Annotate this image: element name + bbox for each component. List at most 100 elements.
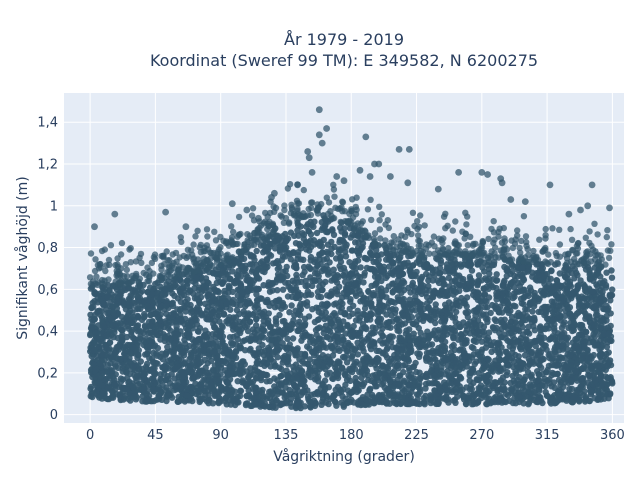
data-point [358,374,365,381]
data-point [446,311,453,319]
data-point [247,365,254,372]
data-point [245,387,252,394]
data-point [551,348,559,356]
data-point [253,247,260,255]
data-point [456,272,463,279]
data-point [573,310,581,317]
data-point [541,375,548,382]
data-point [486,270,493,277]
data-point [499,374,507,381]
data-point [99,351,106,359]
data-point [327,320,334,327]
data-point [282,344,289,351]
data-point [357,264,364,271]
data-point [129,334,137,341]
data-point [547,335,555,342]
data-point [556,270,563,277]
data-point [449,285,457,292]
data-point [581,284,588,291]
data-point [379,333,386,340]
data-point [268,337,275,344]
data-point [432,301,439,308]
data-point [369,324,376,331]
data-point [462,309,469,316]
data-point [485,395,492,402]
data-point [520,400,527,407]
data-point [157,317,164,324]
data-point [274,354,281,361]
data-point [533,378,540,385]
data-point [393,362,400,370]
data-point [187,361,194,368]
data-point [414,396,421,403]
data-point [481,290,489,298]
data-point [517,343,525,351]
data-point [216,333,223,340]
data-point [493,324,500,332]
data-point [484,318,491,326]
data-point [603,343,611,351]
data-point [162,387,169,394]
data-point [283,378,290,385]
data-point [495,309,502,316]
data-point [326,293,333,300]
data-point [372,383,379,390]
data-point [307,373,314,381]
data-point [242,298,249,306]
data-point [444,362,451,369]
data-point [422,380,430,388]
data-point [386,391,393,398]
data-point [221,290,229,298]
data-point [480,311,487,318]
data-point [425,277,432,284]
data-point [406,308,414,315]
data-point [140,374,148,381]
data-point [592,312,600,319]
data-point [453,379,460,386]
data-point [360,401,367,408]
data-point [253,315,260,323]
data-point [209,342,217,349]
data-point [572,288,579,295]
data-point [269,287,276,294]
data-point [576,396,583,404]
data-point [217,328,224,335]
data-point [468,267,476,274]
data-point [522,393,530,400]
data-point [562,362,570,370]
data-point [482,389,489,397]
data-point [121,395,128,402]
data-point [448,353,456,360]
data-point [365,397,372,404]
data-point [336,262,343,270]
data-point [314,369,321,376]
data-point [150,370,158,377]
data-point [590,339,597,346]
data-point [135,347,142,354]
data-point [114,364,122,371]
data-point [342,248,349,256]
data-point [300,256,307,263]
data-point [484,334,492,342]
data-point [428,341,436,348]
data-point [456,323,463,331]
data-point [471,392,478,400]
data-point [509,294,517,302]
data-point [399,362,407,369]
data-point [394,294,401,301]
data-point [584,335,591,342]
data-point [390,384,397,391]
data-point [287,256,294,263]
data-point [595,395,602,403]
data-point [117,326,125,333]
data-point [314,270,321,277]
data-point [229,341,236,349]
data-point [267,324,274,331]
data-point [279,286,287,293]
data-point [543,315,551,322]
data-point [502,357,509,364]
data-point [352,280,360,287]
data-point [512,303,519,310]
data-point [306,403,314,410]
data-point [227,306,234,313]
